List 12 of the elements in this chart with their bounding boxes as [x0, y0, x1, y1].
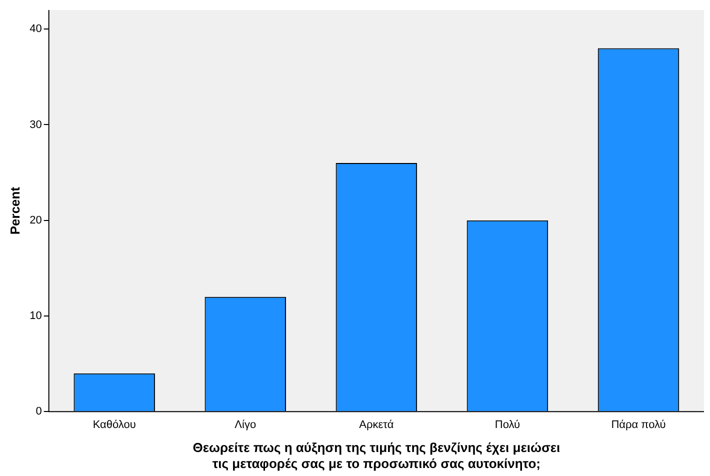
y-tick-label: 40 [30, 23, 42, 36]
x-tick-label: Πολύ [494, 419, 520, 432]
x-axis-title: Θεωρείτε πως η αύξηση της τιμής της βενζίνης έχει μειώσει τις μεταφορές σας με το προσωπικό σας αυτοκίνητο; [192, 440, 561, 471]
y-axis-title: Percent [7, 186, 22, 235]
x-tick-label: Καθόλου [92, 419, 136, 432]
y-tick-label: 20 [30, 214, 42, 226]
x-tick-label: Πάρα πολύ [611, 419, 666, 432]
x-tick-label: Αρκετά [359, 419, 394, 432]
y-tick-label: 30 [30, 118, 42, 131]
x-tick-label: Λίγο [234, 419, 256, 432]
y-tick-label: 10 [30, 310, 42, 322]
y-tick-label: 0 [36, 406, 42, 418]
